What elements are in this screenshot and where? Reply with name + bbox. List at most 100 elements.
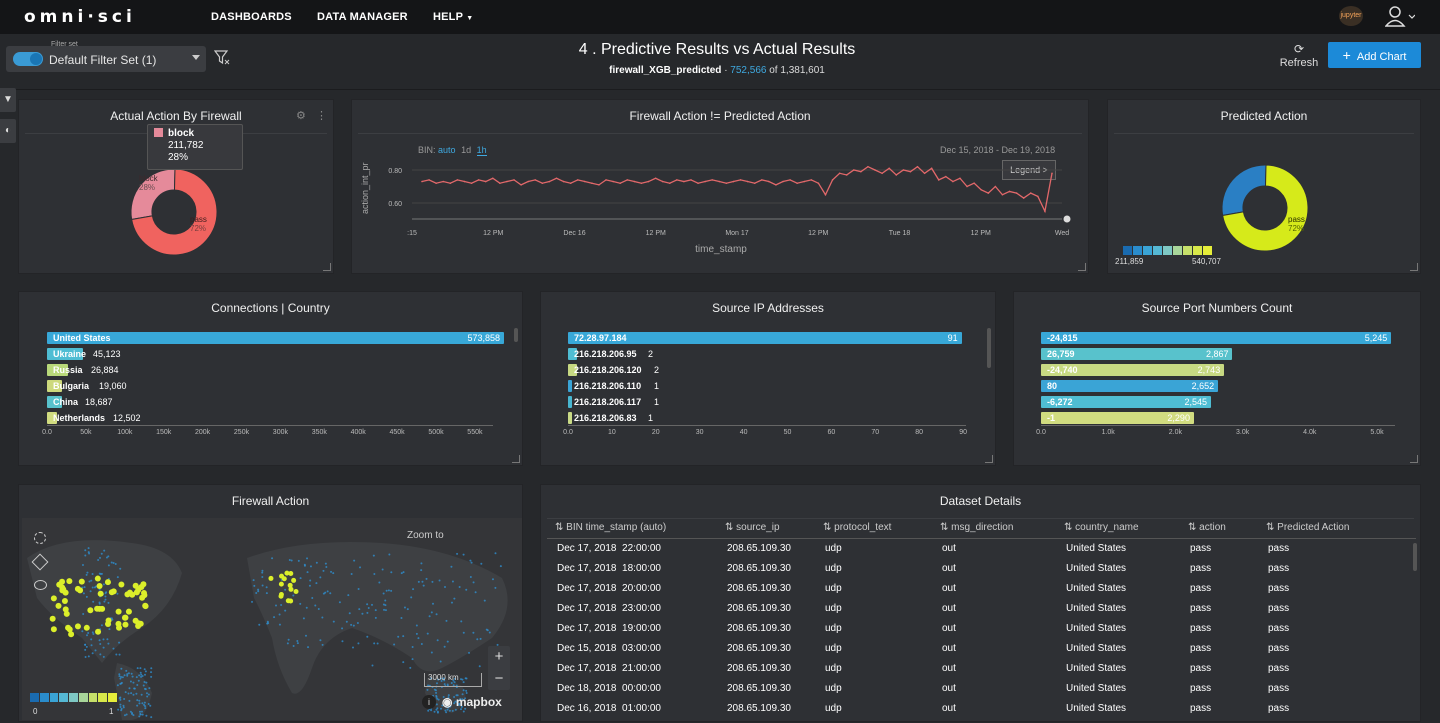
- map-point[interactable]: [115, 653, 118, 656]
- jupyter-icon[interactable]: jupyter: [1339, 6, 1363, 26]
- map-point[interactable]: [93, 586, 96, 589]
- map-point[interactable]: [382, 603, 385, 606]
- bar[interactable]: [568, 412, 573, 424]
- map-point[interactable]: [448, 709, 451, 712]
- map-point[interactable]: [126, 674, 129, 677]
- map-point-highlight[interactable]: [278, 592, 284, 598]
- resize-handle[interactable]: [1078, 263, 1086, 271]
- map-point[interactable]: [427, 709, 430, 712]
- column-header[interactable]: ⇅ country_name: [1064, 522, 1139, 533]
- map-point[interactable]: [411, 645, 414, 648]
- add-chart-button[interactable]: + Add Chart: [1328, 42, 1421, 68]
- map-point[interactable]: [129, 680, 132, 683]
- column-header[interactable]: ⇅ BIN time_stamp (auto): [555, 522, 667, 533]
- data-point[interactable]: [470, 182, 473, 184]
- map-point[interactable]: [350, 623, 353, 626]
- data-point[interactable]: [598, 184, 600, 186]
- map-point[interactable]: [251, 600, 254, 603]
- map-point[interactable]: [99, 642, 102, 645]
- map-point[interactable]: [149, 704, 152, 707]
- info-icon[interactable]: i: [422, 695, 436, 709]
- data-point[interactable]: [506, 180, 508, 183]
- map-point[interactable]: [104, 595, 107, 598]
- bar[interactable]: [47, 364, 69, 376]
- map-point[interactable]: [136, 704, 139, 707]
- map-point[interactable]: [119, 703, 122, 706]
- map-point[interactable]: [136, 667, 139, 670]
- map-point[interactable]: [371, 603, 374, 606]
- map-point[interactable]: [137, 679, 140, 682]
- map-point[interactable]: [450, 601, 453, 604]
- map-point[interactable]: [371, 664, 374, 667]
- map-point[interactable]: [385, 589, 388, 592]
- actual-action-donut[interactable]: [129, 167, 219, 257]
- map-point[interactable]: [499, 565, 502, 568]
- map-point[interactable]: [374, 609, 377, 612]
- map-point[interactable]: [458, 586, 461, 589]
- map-point[interactable]: [253, 584, 256, 587]
- map-point[interactable]: [126, 673, 129, 676]
- map-point[interactable]: [390, 589, 393, 592]
- map-point[interactable]: [443, 645, 446, 648]
- bar[interactable]: [1041, 348, 1233, 360]
- map-point[interactable]: [287, 638, 290, 641]
- map-point[interactable]: [147, 693, 150, 696]
- lasso-circle-icon[interactable]: [34, 532, 46, 544]
- map-point[interactable]: [103, 600, 106, 603]
- mismatch-line-chart[interactable]: 0.80 0.60:15 12 PM Dec 16 12 PM Mon 17 12 PM Tu…: [382, 155, 1072, 255]
- map-point[interactable]: [446, 708, 449, 711]
- data-point[interactable]: [987, 192, 990, 194]
- data-point[interactable]: [845, 174, 848, 176]
- map-point[interactable]: [319, 576, 322, 579]
- map-point[interactable]: [410, 596, 413, 599]
- map-point[interactable]: [86, 571, 89, 574]
- map-point[interactable]: [296, 642, 299, 645]
- data-point[interactable]: [1051, 172, 1053, 175]
- map-point[interactable]: [436, 639, 439, 642]
- data-point[interactable]: [753, 182, 756, 184]
- map-point[interactable]: [119, 705, 122, 708]
- map-point[interactable]: [494, 552, 497, 555]
- map-point[interactable]: [472, 631, 475, 634]
- map-point[interactable]: [326, 590, 329, 593]
- map-point[interactable]: [347, 594, 350, 597]
- map-point[interactable]: [443, 585, 446, 588]
- panel-title[interactable]: Dataset Details: [939, 494, 1022, 508]
- gear-icon[interactable]: ⚙: [296, 110, 306, 122]
- data-point[interactable]: [817, 182, 820, 184]
- map-point[interactable]: [465, 677, 468, 680]
- map-point[interactable]: [361, 612, 364, 615]
- map-point[interactable]: [382, 592, 385, 595]
- map-point-highlight[interactable]: [63, 610, 70, 617]
- map-point[interactable]: [332, 572, 335, 575]
- map-point[interactable]: [474, 591, 477, 594]
- map-point[interactable]: [325, 565, 328, 568]
- resize-handle[interactable]: [323, 263, 331, 271]
- data-point[interactable]: [428, 179, 430, 181]
- resize-handle[interactable]: [1410, 263, 1418, 271]
- panel-title[interactable]: Firewall Action: [231, 494, 310, 508]
- map-point[interactable]: [435, 613, 438, 616]
- map-point[interactable]: [98, 588, 101, 591]
- map-point[interactable]: [299, 602, 302, 605]
- map-point[interactable]: [479, 637, 482, 640]
- map-point[interactable]: [445, 705, 448, 708]
- map-point[interactable]: [273, 616, 276, 619]
- data-point[interactable]: [718, 180, 721, 183]
- data-point[interactable]: [1044, 210, 1046, 213]
- map-point[interactable]: [367, 606, 370, 609]
- map-point[interactable]: [120, 681, 123, 684]
- resize-handle[interactable]: [1410, 455, 1418, 463]
- map-point[interactable]: [140, 673, 143, 676]
- data-point[interactable]: [937, 179, 940, 181]
- map-point[interactable]: [417, 580, 420, 583]
- map-point[interactable]: [135, 692, 138, 695]
- map-point[interactable]: [366, 635, 369, 638]
- map-point[interactable]: [440, 707, 443, 710]
- map-point[interactable]: [332, 620, 335, 623]
- map-point[interactable]: [145, 714, 148, 717]
- map-point-highlight[interactable]: [142, 603, 149, 610]
- map-point[interactable]: [123, 714, 126, 717]
- bar[interactable]: [1041, 364, 1225, 376]
- map-point[interactable]: [412, 588, 415, 591]
